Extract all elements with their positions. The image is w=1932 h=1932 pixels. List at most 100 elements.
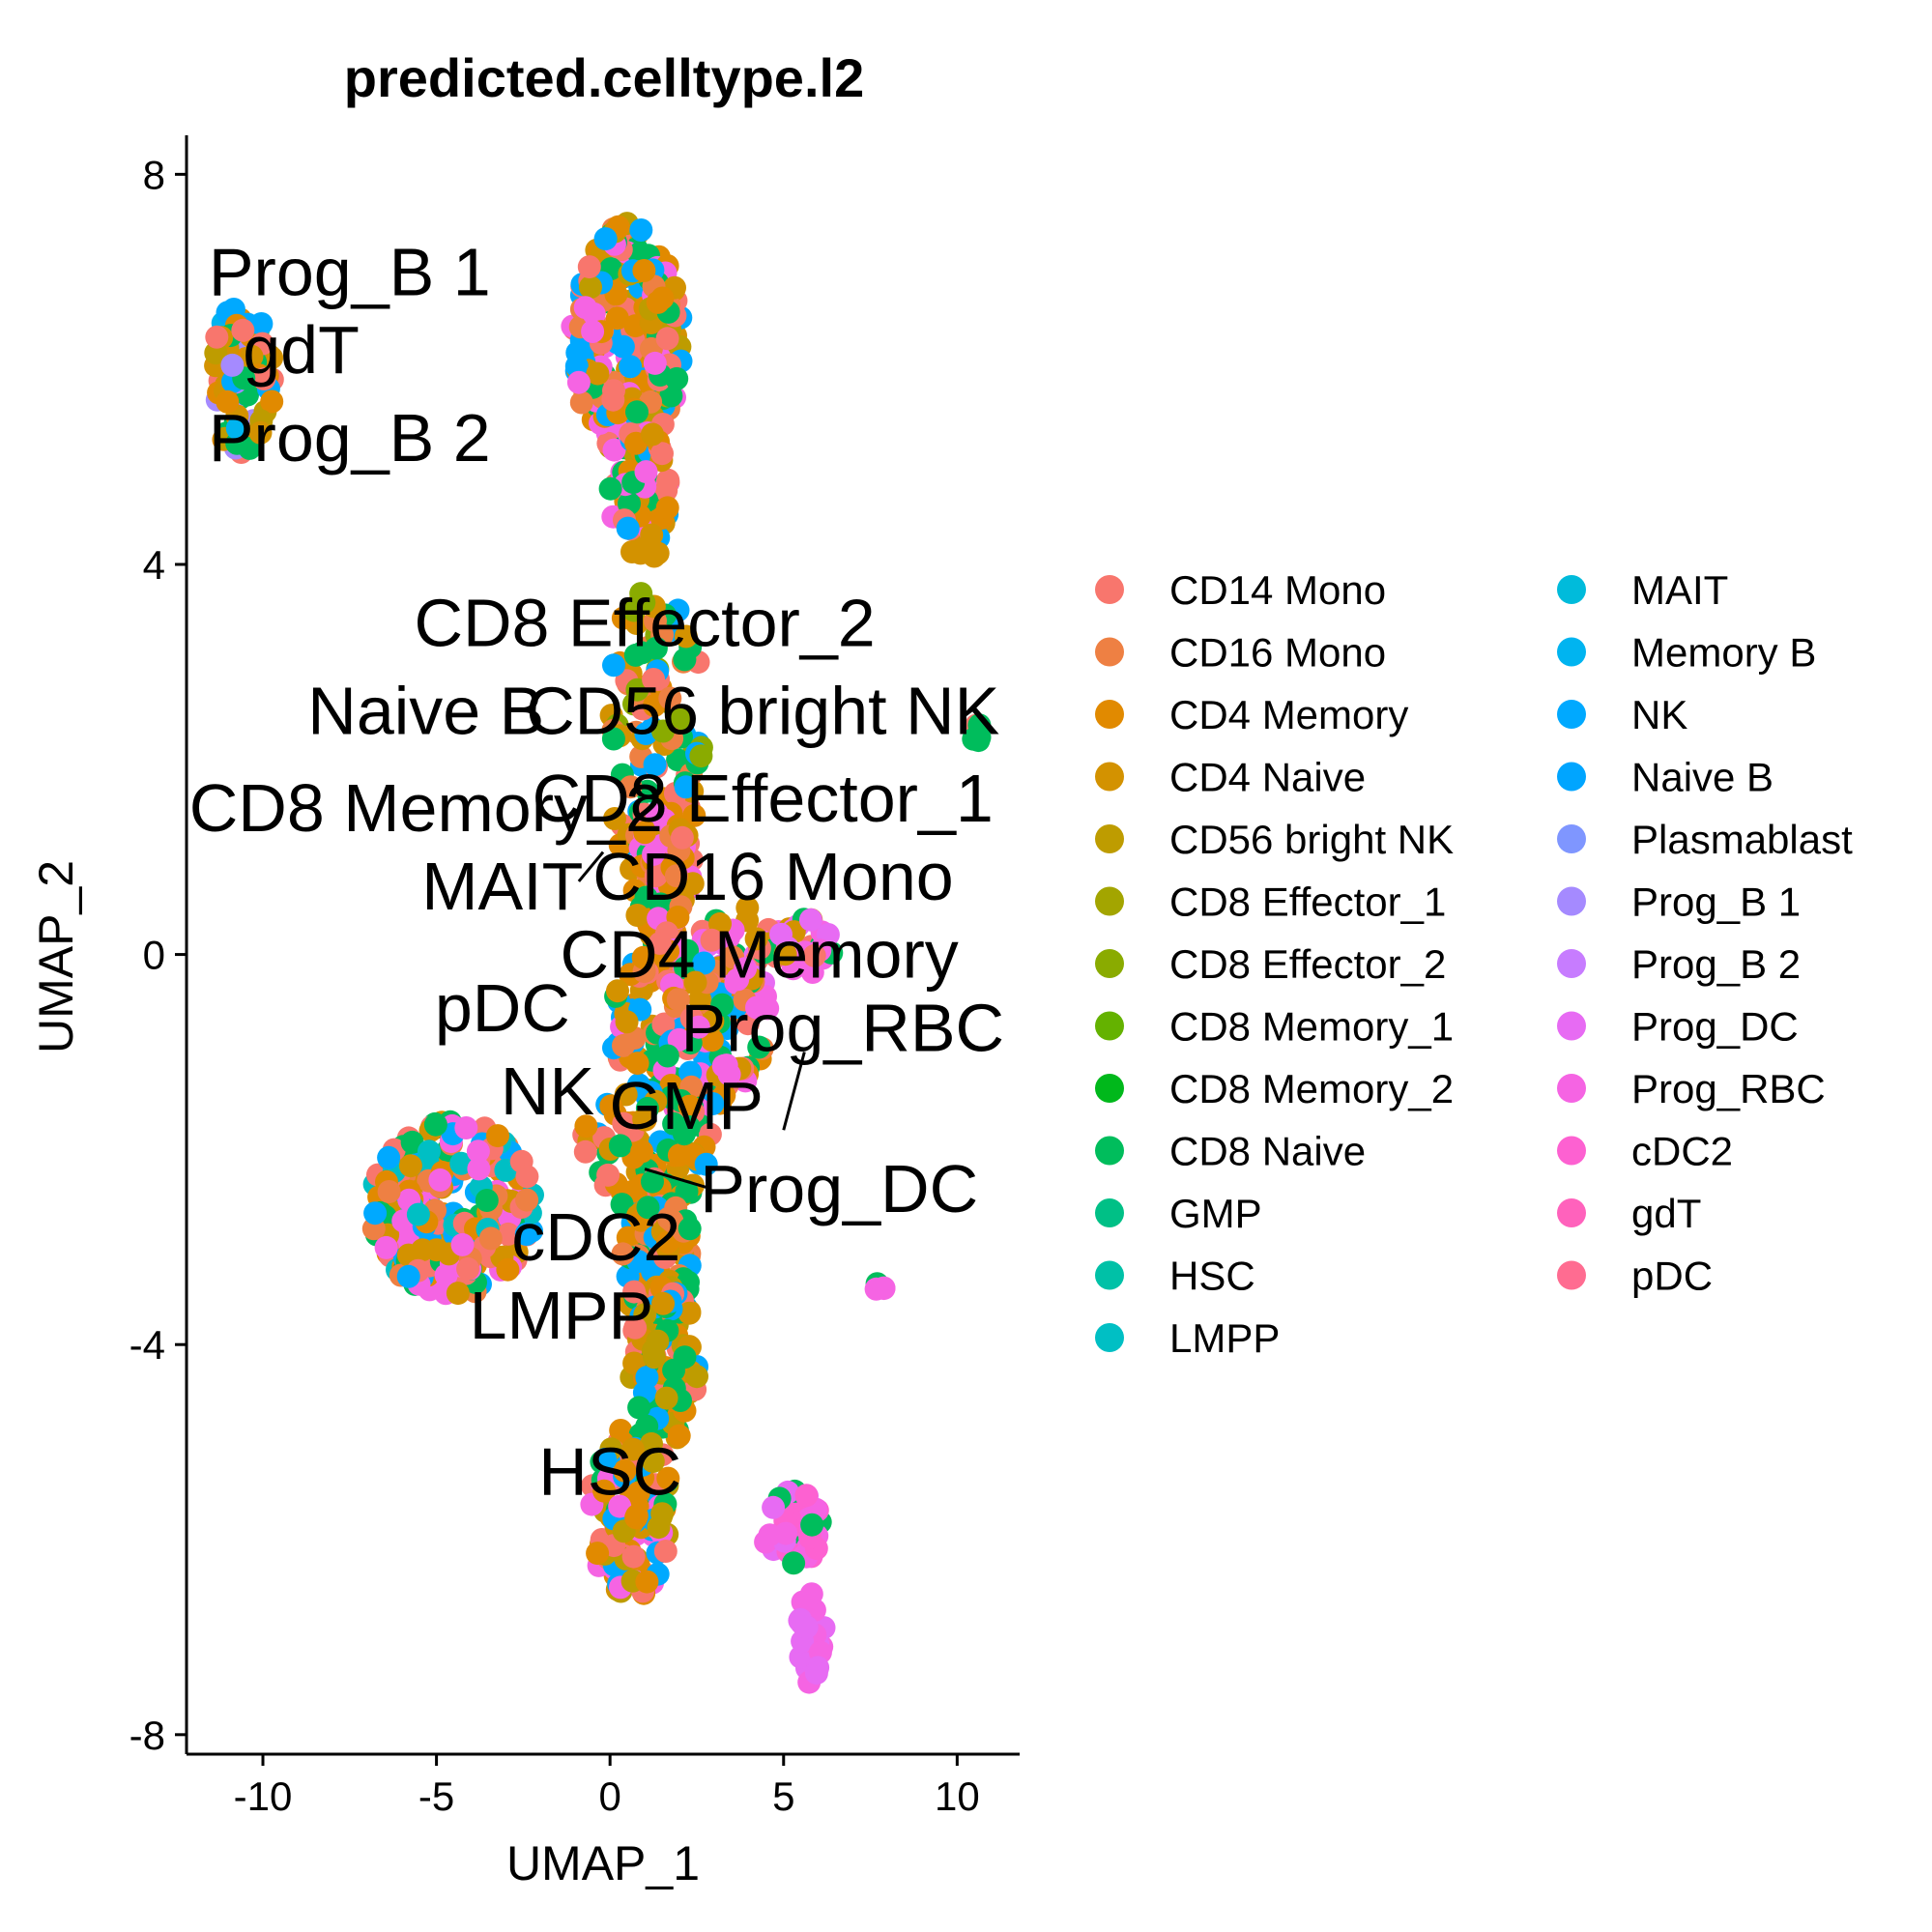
data-point (586, 361, 610, 386)
data-point (449, 1151, 474, 1175)
data-point (626, 1481, 650, 1505)
data-point (260, 389, 284, 414)
data-point (692, 951, 716, 975)
x-tick-label: 0 (599, 1773, 621, 1819)
legend-label: MAIT (1631, 567, 1728, 613)
data-point (641, 1169, 664, 1194)
data-point (966, 729, 991, 753)
cluster-label: Naive B (307, 673, 544, 748)
data-point (804, 1661, 828, 1686)
data-point (515, 1165, 539, 1189)
data-point (446, 1282, 470, 1306)
data-point (619, 355, 643, 379)
legend-key (1095, 949, 1124, 978)
data-point (799, 1582, 823, 1606)
data-point (569, 390, 593, 415)
legend-key (1095, 1011, 1124, 1041)
cluster-label: CD16 Mono (592, 839, 954, 914)
legend-key (1095, 1260, 1124, 1290)
data-point (674, 624, 698, 649)
data-point (644, 636, 668, 660)
data-point (598, 476, 622, 501)
data-point (612, 1111, 636, 1136)
data-point (642, 842, 666, 866)
data-point (252, 367, 276, 390)
data-point (625, 400, 649, 424)
y-axis-ticks: -8 -4 0 4 8 (130, 152, 187, 1758)
data-point (650, 286, 675, 310)
data-point (744, 927, 768, 951)
y-axis-title: UMAP_2 (29, 860, 83, 1053)
legend-key (1095, 886, 1124, 916)
data-point (428, 1168, 452, 1192)
data-point (710, 993, 735, 1017)
y-tick-label: 8 (143, 152, 165, 197)
data-point (363, 1201, 388, 1226)
data-point (640, 523, 664, 547)
data-point (798, 908, 822, 932)
legend-key (1557, 886, 1586, 916)
legend-key (1095, 637, 1124, 667)
data-point (601, 388, 625, 412)
chart-title: predicted.celltype.l2 (344, 47, 864, 108)
legend-label: Prog_B 1 (1631, 879, 1801, 925)
data-point (456, 1256, 480, 1281)
data-point (629, 218, 653, 242)
data-point (655, 327, 679, 351)
data-point (573, 1139, 597, 1164)
legend-label: CD4 Naive (1169, 755, 1366, 800)
data-point (486, 1124, 509, 1148)
legend-label: Plasmablast (1631, 817, 1853, 862)
legend-key (1557, 637, 1586, 667)
cluster-label: NK (501, 1053, 594, 1129)
data-point (592, 1479, 617, 1503)
leader-line (577, 851, 605, 882)
leader-line (782, 1052, 806, 1131)
data-point (593, 227, 618, 251)
data-point (678, 1094, 702, 1118)
data-point (655, 1044, 679, 1068)
data-point (678, 1217, 702, 1241)
legend-label: cDC2 (1631, 1129, 1733, 1174)
data-point (651, 1291, 676, 1315)
data-point (664, 864, 688, 888)
data-point (566, 370, 591, 394)
data-point (734, 957, 758, 981)
legend-key (1557, 762, 1586, 792)
data-point (632, 1108, 656, 1132)
data-point (623, 1315, 648, 1340)
data-point (579, 275, 602, 300)
legend-label: Prog_RBC (1631, 1066, 1826, 1111)
legend-label: CD56 bright NK (1169, 817, 1454, 862)
cluster-label: HSC (538, 1433, 681, 1509)
legend-label: CD8 Memory_1 (1169, 1004, 1454, 1050)
data-point (248, 420, 273, 445)
y-tick-label: 0 (143, 933, 165, 978)
x-tick-label: 5 (772, 1773, 794, 1819)
legend-label: Naive B (1631, 755, 1773, 800)
data-point (794, 1615, 819, 1639)
data-point (608, 1494, 632, 1518)
data-point (648, 932, 672, 955)
data-point (611, 334, 635, 359)
data-point (616, 516, 640, 540)
data-point (794, 1484, 819, 1508)
data-point (762, 1495, 786, 1519)
cluster-label: Prog_B 2 (209, 400, 491, 476)
data-point (802, 943, 826, 967)
data-point (745, 995, 768, 1020)
legend-key (1095, 1136, 1124, 1166)
data-point (423, 1112, 447, 1137)
legend-label: CD4 Memory (1169, 692, 1408, 737)
data-point (622, 1280, 647, 1304)
data-point (655, 496, 679, 520)
legend-key (1557, 1011, 1586, 1041)
legend-key (1095, 762, 1124, 792)
data-point (475, 1189, 499, 1212)
cluster-label: cDC2 (511, 1199, 680, 1275)
data-point (406, 1202, 430, 1226)
data-point (711, 1053, 735, 1078)
legend-key (1557, 575, 1586, 604)
data-point (621, 598, 646, 622)
